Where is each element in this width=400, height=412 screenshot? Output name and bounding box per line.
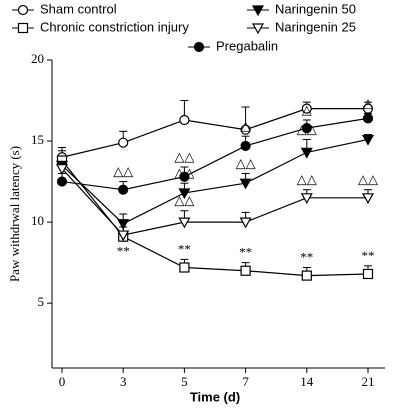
data-point [179, 114, 190, 126]
legend-marker [193, 41, 205, 53]
significance-label: △△ [297, 172, 317, 187]
data-point [361, 134, 375, 146]
data-point [118, 184, 129, 195]
data-point [301, 103, 312, 114]
significance-label: △ [302, 102, 312, 117]
x-axis-label: Time (d) [190, 389, 240, 404]
y-tick-label: 20 [31, 51, 44, 66]
significance-label: △△ [113, 164, 133, 179]
data-point [240, 140, 251, 152]
legend-marker [251, 5, 265, 17]
data-point [361, 193, 375, 205]
data-point [300, 147, 313, 159]
data-point [362, 268, 374, 280]
data-point [301, 270, 312, 281]
data-point [362, 113, 374, 124]
data-point [301, 122, 312, 134]
x-tick-label: 3 [120, 374, 127, 389]
significance-label: △ [241, 118, 251, 133]
data-point [300, 193, 313, 205]
data-point [56, 176, 68, 187]
significance-label: △△ [174, 149, 194, 164]
significance-label: △△ [236, 155, 256, 170]
y-tick-label: 10 [31, 213, 44, 228]
data-point [178, 217, 191, 229]
series-line [61, 168, 368, 236]
x-tick-label: 14 [300, 374, 314, 389]
y-axis-label: Paw withdrwal latency (s) [7, 146, 22, 282]
significance-label: △ [363, 95, 373, 110]
data-point [240, 124, 251, 135]
legend-label: Naringenin 50 [275, 1, 356, 16]
significance-label: ** [362, 248, 375, 263]
data-point [117, 219, 130, 230]
y-tick-label: 5 [38, 294, 45, 309]
data-point [239, 178, 252, 190]
legend-label: Chronic constriction injury [40, 19, 189, 34]
significance-label: △△ [174, 193, 194, 208]
series-line [61, 117, 369, 191]
x-tick-label: 7 [242, 374, 249, 389]
significance-label: △△ [358, 172, 378, 187]
data-point [362, 103, 374, 114]
data-point [118, 137, 129, 148]
x-tick-label: 5 [181, 374, 188, 389]
legend-label: Pregabalin [216, 38, 278, 53]
data-point [117, 230, 130, 242]
significance-label: ** [117, 244, 130, 259]
data-point [55, 164, 69, 175]
series-line [61, 138, 369, 225]
series-line [61, 108, 368, 158]
data-point [240, 265, 251, 276]
legend-marker [17, 22, 29, 34]
data-point [179, 262, 190, 273]
x-tick-label: 21 [362, 374, 375, 389]
data-point [179, 171, 190, 182]
significance-label: ** [300, 249, 313, 264]
legend-label: Naringenin 25 [275, 19, 356, 34]
legend-marker [17, 4, 29, 16]
data-point [178, 188, 191, 200]
significance-label: ** [239, 245, 252, 260]
legend-label: Sham control [40, 1, 117, 16]
data-point [239, 217, 252, 229]
y-tick-label: 15 [31, 132, 44, 147]
legend-marker [251, 23, 265, 35]
x-tick-label: 0 [59, 374, 66, 389]
significance-label: ** [178, 241, 191, 256]
